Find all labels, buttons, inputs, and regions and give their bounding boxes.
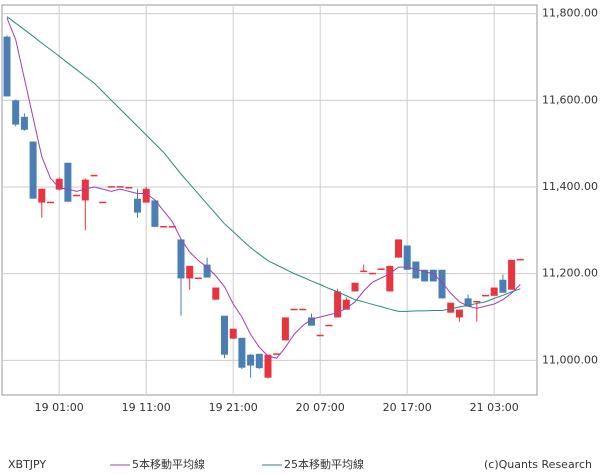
candle-body: [508, 259, 516, 290]
candle-body: [151, 200, 159, 227]
candle-body: [64, 162, 72, 202]
candle-body: [308, 317, 315, 326]
candle-body: [438, 269, 446, 299]
candle-body: [247, 354, 255, 366]
candle-body: [264, 354, 272, 378]
candle-body: [490, 287, 498, 296]
candle-body: [3, 36, 11, 97]
x-tick-label: 19 21:00: [209, 401, 258, 414]
candle-body: [281, 317, 289, 341]
candle-body: [55, 178, 63, 190]
candle-body: [429, 269, 437, 282]
candle-body: [325, 324, 333, 327]
x-tick-label: 20 17:00: [383, 401, 432, 414]
candle-body: [125, 187, 133, 189]
candle-body: [229, 328, 237, 339]
candle-body: [99, 201, 107, 204]
candle-body: [90, 174, 98, 177]
candle-body: [499, 279, 507, 293]
candle-body: [342, 299, 350, 310]
x-tick-label: 19 01:00: [35, 401, 84, 414]
candle-body: [168, 226, 176, 228]
candle-body: [194, 277, 202, 280]
y-tick-label: 11,200.00: [542, 267, 598, 280]
candle-body: [455, 309, 463, 318]
plot-area: [1, 4, 538, 396]
candle-body: [255, 353, 263, 369]
y-tick-label: 11,000.00: [542, 353, 598, 366]
candle-body: [316, 334, 324, 337]
candle-body: [177, 239, 185, 279]
y-tick-label: 11,400.00: [542, 180, 598, 193]
candle-body: [81, 179, 89, 201]
candle-body: [290, 308, 298, 311]
candle-body: [212, 287, 220, 300]
candle-body: [464, 298, 472, 307]
candle-body: [273, 353, 281, 355]
candle-body: [482, 294, 489, 297]
candle-body: [447, 302, 455, 313]
y-tick-label: 11,600.00: [542, 93, 598, 106]
candle-body: [368, 272, 376, 275]
x-tick-label: 19 11:00: [122, 401, 171, 414]
candle-body: [38, 188, 46, 203]
candle-body: [203, 264, 211, 278]
candle-body: [20, 116, 28, 130]
candle-body: [186, 265, 194, 279]
candle-body: [351, 282, 359, 292]
candle-body: [12, 100, 20, 125]
credit: (c)Quants Research: [484, 458, 592, 471]
candle-body: [412, 261, 420, 279]
legend-label: 25本移動平均線: [284, 457, 364, 471]
candle-body: [377, 268, 385, 270]
legend-label: 5本移動平均線: [132, 457, 205, 471]
candle-body: [395, 239, 402, 258]
candle-body: [134, 198, 141, 213]
candle-body: [221, 315, 228, 355]
candle-body: [473, 300, 481, 303]
candle-body: [403, 245, 411, 270]
candle-body: [73, 194, 81, 197]
candle-body: [160, 226, 168, 228]
candle-body: [107, 186, 115, 188]
moving-average-line: [6, 17, 521, 359]
x-tick-label: 21 03:00: [470, 401, 519, 414]
candle-body: [142, 188, 150, 203]
symbol: XBTJPY: [8, 458, 46, 471]
candle-body: [334, 291, 342, 318]
candle-body: [360, 270, 368, 273]
candle-body: [421, 269, 429, 282]
candle-body: [386, 265, 394, 292]
moving-average-line: [6, 16, 521, 312]
candle-body: [116, 186, 124, 188]
candle-body: [516, 258, 524, 261]
x-tick-label: 20 07:00: [296, 401, 345, 414]
y-tick-label: 11,800.00: [542, 7, 598, 20]
candle-body: [47, 201, 54, 204]
candle-body: [29, 141, 37, 199]
candle-body: [299, 308, 307, 311]
candle-body: [238, 337, 246, 368]
